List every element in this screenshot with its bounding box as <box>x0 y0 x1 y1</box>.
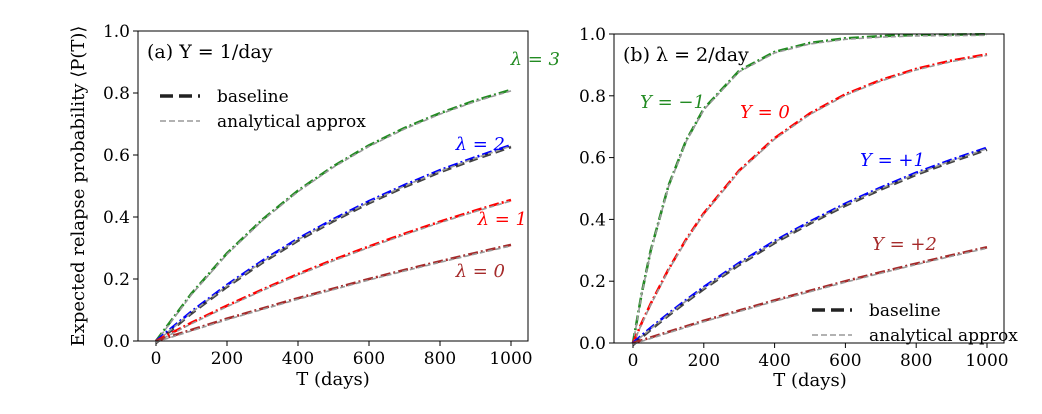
x-tick-label: 400 <box>282 349 314 369</box>
baseline-line <box>632 148 988 346</box>
x-tick-label: 0 <box>151 349 162 369</box>
series-label: Y = +2 <box>872 234 937 255</box>
panel-a: (a) Y = 1/day Expected relapse probabili… <box>68 22 560 390</box>
analytical-approx-line <box>155 200 512 343</box>
x-tick-label: 400 <box>758 351 790 371</box>
axes-frame <box>137 30 529 342</box>
legend-approx-label: analytical approx <box>869 326 1018 346</box>
panel-a-ylabel: Expected relapse probability ⟨P(T)⟩ <box>68 26 89 347</box>
y-tick-label: 0.4 <box>579 210 606 230</box>
analytical-approx-line <box>632 147 988 345</box>
x-tick-label: 600 <box>829 351 861 371</box>
analytical-approx-line <box>632 34 988 345</box>
legend-baseline-label: baseline <box>217 87 289 107</box>
series-line <box>631 33 988 344</box>
panel-a-label: (a) Y = 1/day <box>147 41 273 63</box>
x-tick-label: 200 <box>688 351 720 371</box>
analytical-approx-line <box>632 54 988 345</box>
x-tick-label: 800 <box>424 349 456 369</box>
y-tick-label: 0.2 <box>579 272 606 292</box>
y-tick-label: 0.0 <box>579 334 606 354</box>
series-label: Y = 0 <box>740 102 790 123</box>
panel-b: (b) λ = 2/day T (days) 0 200 400 600 800 1000… <box>579 25 1018 391</box>
analytical-approx-line <box>632 247 988 345</box>
panel-b-label: (b) λ = 2/day <box>623 44 749 66</box>
series-line <box>155 143 512 343</box>
series-label: Y = −1 <box>640 92 705 113</box>
y-tick-label: 0.2 <box>103 270 130 290</box>
axes-frame <box>613 33 1005 344</box>
x-tick-label: 1000 <box>965 351 1008 371</box>
analytical-approx-line <box>155 245 512 343</box>
x-tick-label: 0 <box>628 351 639 371</box>
panel-a-xlabel: T (days) <box>296 369 369 390</box>
series-line <box>155 243 512 343</box>
series-label: Y = +1 <box>860 150 925 171</box>
x-tick-label: 200 <box>211 349 243 369</box>
legend-approx-label: analytical approx <box>217 112 366 132</box>
series-label: λ = 0 <box>455 261 505 282</box>
y-tick-label: 0.4 <box>103 208 130 228</box>
legend-baseline-label: baseline <box>869 301 941 321</box>
y-tick-label: 0.8 <box>579 87 606 107</box>
y-tick-label: 0.6 <box>103 146 130 166</box>
panel-b-xlabel: T (days) <box>773 370 846 391</box>
series-line <box>154 88 512 342</box>
analytical-approx-line <box>155 90 512 343</box>
y-tick-label: 0.0 <box>103 332 130 352</box>
series-label: λ = 3 <box>510 49 560 70</box>
series-line <box>632 245 988 345</box>
y-tick-label: 1.0 <box>103 22 130 42</box>
series-label: λ = 1 <box>477 209 527 230</box>
y-tick-label: 1.0 <box>579 25 606 45</box>
x-tick-label: 800 <box>900 351 932 371</box>
series-line <box>155 198 512 343</box>
x-tick-label: 600 <box>353 349 385 369</box>
series-label: λ = 2 <box>455 134 505 155</box>
y-tick-label: 0.6 <box>579 149 606 169</box>
y-tick-label: 0.8 <box>103 84 130 104</box>
x-tick-label: 1000 <box>489 349 532 369</box>
analytical-approx-line <box>155 145 512 343</box>
